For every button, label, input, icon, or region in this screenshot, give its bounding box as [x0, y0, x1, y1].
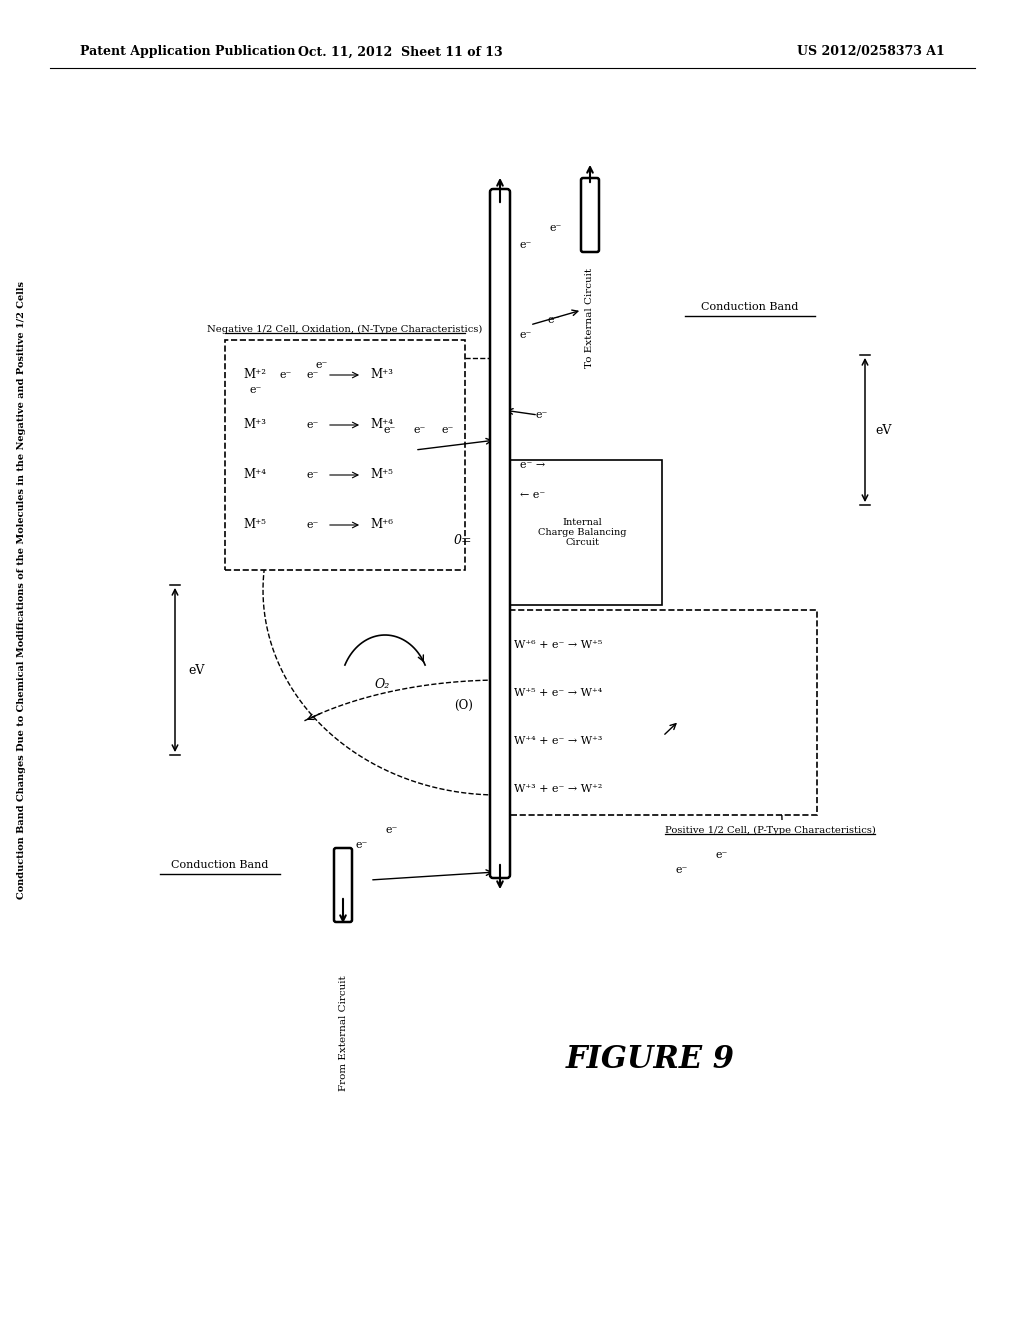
Bar	[225, 341, 465, 570]
Text: (O): (O)	[454, 698, 473, 711]
Text: e⁻: e⁻	[307, 370, 319, 380]
Text: Conduction Band Changes Due to Chemical Modifications of the Molecules in the Ne: Conduction Band Changes Due to Chemical …	[17, 281, 27, 899]
Text: eV: eV	[188, 664, 205, 676]
Text: e⁻: e⁻	[675, 865, 687, 875]
Text: e⁻: e⁻	[414, 425, 426, 436]
Text: ← e⁻: ← e⁻	[520, 490, 545, 500]
Text: e⁻ →: e⁻ →	[520, 459, 545, 470]
Text: To External Circuit: To External Circuit	[586, 268, 595, 368]
Text: M⁺³: M⁺³	[370, 368, 393, 381]
Text: FIGURE 9: FIGURE 9	[565, 1044, 734, 1076]
Text: e⁻: e⁻	[548, 315, 560, 325]
Text: e⁻: e⁻	[441, 425, 455, 436]
Text: e⁻: e⁻	[385, 825, 397, 836]
Text: M⁺²: M⁺²	[243, 368, 266, 381]
Text: M⁺⁴: M⁺⁴	[243, 469, 266, 482]
Text: M⁺⁵: M⁺⁵	[243, 519, 266, 532]
Text: eV: eV	[874, 424, 891, 437]
Text: e⁻: e⁻	[250, 385, 262, 395]
Text: Negative 1/2 Cell, Oxidation, (N-Type Characteristics): Negative 1/2 Cell, Oxidation, (N-Type Ch…	[207, 325, 482, 334]
Text: 0=: 0=	[454, 533, 472, 546]
Text: e⁻: e⁻	[307, 520, 319, 531]
Text: e⁻: e⁻	[307, 420, 319, 430]
Text: e⁻: e⁻	[307, 470, 319, 480]
Text: e⁻: e⁻	[535, 411, 548, 420]
Text: US 2012/0258373 A1: US 2012/0258373 A1	[798, 45, 945, 58]
Text: Internal
Charge Balancing
Circuit: Internal Charge Balancing Circuit	[538, 517, 627, 548]
Text: e⁻: e⁻	[715, 850, 727, 861]
Text: M⁺⁴: M⁺⁴	[370, 418, 393, 432]
FancyBboxPatch shape	[334, 847, 352, 921]
Text: M⁺⁵: M⁺⁵	[370, 469, 393, 482]
Text: e⁻: e⁻	[280, 370, 293, 380]
Text: W⁺⁶ + e⁻ → W⁺⁵: W⁺⁶ + e⁻ → W⁺⁵	[514, 640, 602, 649]
Text: W⁺⁵ + e⁻ → W⁺⁴: W⁺⁵ + e⁻ → W⁺⁴	[514, 688, 602, 698]
Text: e⁻: e⁻	[384, 425, 396, 436]
Text: M⁺³: M⁺³	[243, 418, 266, 432]
Text: O₂: O₂	[375, 678, 390, 692]
Text: Positive 1/2 Cell, (P-Type Characteristics): Positive 1/2 Cell, (P-Type Characteristi…	[665, 826, 876, 836]
FancyBboxPatch shape	[490, 189, 510, 878]
FancyBboxPatch shape	[581, 178, 599, 252]
Text: e⁻: e⁻	[520, 330, 532, 341]
Text: Conduction Band: Conduction Band	[171, 861, 268, 870]
Text: Conduction Band: Conduction Band	[701, 302, 799, 312]
Text: e⁻: e⁻	[315, 360, 328, 370]
Bar	[502, 459, 662, 605]
Text: W⁺⁴ + e⁻ → W⁺³: W⁺⁴ + e⁻ → W⁺³	[514, 737, 602, 746]
Text: e⁻: e⁻	[355, 840, 368, 850]
Text: e⁻: e⁻	[520, 240, 532, 249]
Text: e⁻: e⁻	[550, 223, 562, 234]
Text: M⁺⁶: M⁺⁶	[370, 519, 393, 532]
Text: Oct. 11, 2012  Sheet 11 of 13: Oct. 11, 2012 Sheet 11 of 13	[298, 45, 503, 58]
Text: Patent Application Publication: Patent Application Publication	[80, 45, 296, 58]
Text: W⁺³ + e⁻ → W⁺²: W⁺³ + e⁻ → W⁺²	[514, 784, 602, 795]
Bar	[502, 610, 817, 814]
Text: From External Circuit: From External Circuit	[339, 975, 347, 1090]
